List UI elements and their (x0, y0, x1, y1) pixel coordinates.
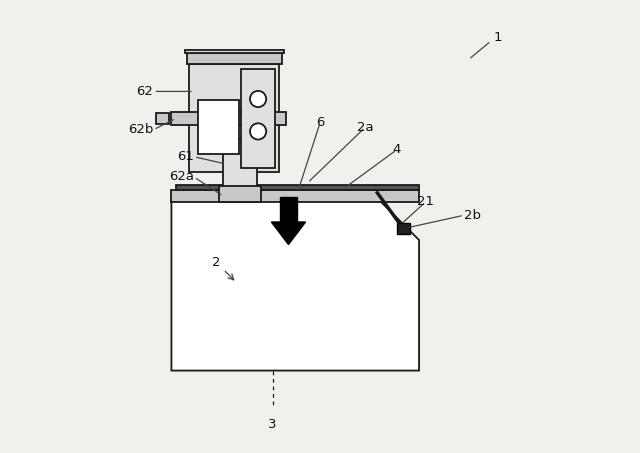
Polygon shape (271, 222, 305, 245)
Text: 2b: 2b (464, 209, 481, 222)
Bar (187, 53, 282, 64)
Text: 3: 3 (268, 418, 277, 431)
Text: 21: 21 (417, 195, 435, 208)
Bar (198, 101, 239, 154)
Bar (176, 185, 419, 190)
Polygon shape (280, 197, 296, 222)
Circle shape (250, 123, 266, 140)
Bar (397, 223, 410, 234)
Bar (223, 139, 257, 202)
Text: 1: 1 (493, 31, 502, 44)
Text: 6: 6 (316, 116, 324, 130)
Circle shape (250, 91, 266, 107)
Text: 62: 62 (136, 85, 154, 98)
Polygon shape (172, 199, 419, 371)
Text: 62a: 62a (169, 170, 194, 183)
Text: 2a: 2a (356, 121, 373, 134)
Bar (185, 49, 284, 53)
Bar (189, 64, 280, 173)
Bar (219, 186, 262, 202)
Text: 62b: 62b (128, 123, 154, 136)
Text: 2: 2 (212, 256, 221, 269)
Bar (172, 112, 286, 125)
Text: 4: 4 (392, 144, 401, 156)
Bar (172, 190, 419, 202)
Bar (156, 113, 169, 124)
Text: 61: 61 (177, 150, 194, 163)
Bar (241, 69, 275, 168)
